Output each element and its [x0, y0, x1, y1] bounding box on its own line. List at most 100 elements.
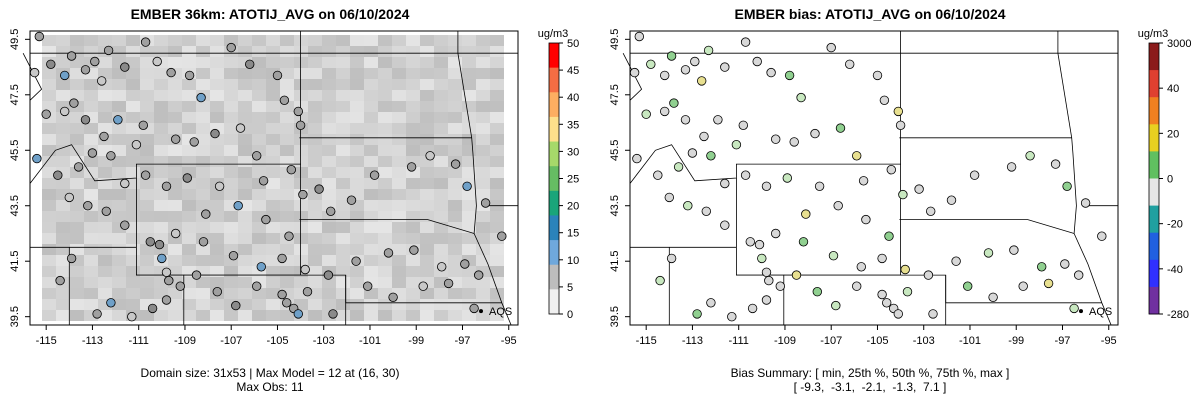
station-point: [406, 162, 417, 172]
colorbar-tick-label: 3000: [1167, 38, 1191, 50]
x-tick-label: -113: [682, 335, 703, 347]
colorbar-tick-label: 0: [567, 309, 573, 321]
station-point: [198, 237, 209, 247]
station-point: [814, 181, 825, 192]
colorbar-tick-label: 20: [1167, 128, 1179, 140]
station-point: [884, 231, 894, 241]
plot-frame: [629, 30, 1119, 326]
station-point: [131, 139, 142, 150]
station-point: [664, 192, 675, 203]
colorbar-swatch: [549, 264, 559, 290]
station-point: [641, 109, 651, 119]
station-point: [175, 281, 186, 291]
x-tick-label: -97: [455, 335, 471, 347]
station-point: [388, 292, 398, 303]
colorbar-tick-label: 15: [567, 228, 579, 240]
station-point: [184, 70, 195, 81]
station-point: [828, 250, 839, 261]
station-point: [766, 67, 776, 78]
station-point: [140, 170, 151, 180]
station-point: [1060, 259, 1070, 269]
station-point: [226, 42, 236, 53]
colorbar-tick-label: 30: [567, 146, 579, 158]
y-tick-label: 49.5: [9, 29, 21, 50]
station-point: [898, 189, 908, 200]
station-point: [425, 151, 435, 161]
station-point: [277, 289, 287, 300]
plot-area: [630, 31, 1118, 325]
colorbar-swatch: [1149, 178, 1159, 207]
station-point: [812, 287, 823, 297]
station-point: [351, 256, 361, 266]
station-point: [801, 209, 811, 219]
x-tick-label: -109: [174, 335, 196, 347]
station-point: [900, 264, 910, 275]
station-point: [256, 262, 267, 272]
colorbar-swatch: [1149, 286, 1159, 315]
station-point: [1050, 159, 1061, 169]
station-point: [201, 209, 211, 219]
y-tick-label: 41.5: [9, 250, 21, 271]
station-point: [1018, 281, 1028, 291]
station-point: [1074, 270, 1084, 280]
station-point: [196, 92, 206, 103]
x-tick-label: -99: [408, 335, 424, 347]
y-tick-label: 43.5: [609, 195, 621, 216]
station-point: [59, 70, 70, 81]
station-point: [810, 128, 820, 139]
station-point: [480, 198, 491, 208]
station-point: [282, 298, 292, 308]
station-point: [295, 120, 306, 131]
station-point: [73, 162, 84, 172]
station-point: [64, 192, 75, 203]
station-point: [703, 45, 714, 56]
y-tick-label: 43.5: [9, 195, 21, 216]
station-point: [443, 278, 454, 289]
station-point: [895, 120, 906, 131]
aqs-marker: [1078, 309, 1083, 314]
station-point: [437, 262, 447, 272]
station-point: [106, 298, 116, 308]
station-point: [286, 164, 297, 175]
station-point: [279, 95, 290, 106]
station-point: [34, 31, 45, 42]
station-point: [258, 176, 269, 186]
x-tick-label: -95: [1101, 335, 1117, 347]
colorbar-swatch: [549, 215, 559, 241]
colorbar-tick-label: 45: [567, 65, 579, 77]
station-point: [120, 62, 130, 72]
station-point: [66, 253, 77, 264]
station-point: [983, 248, 994, 258]
aqs-marker: [478, 309, 483, 314]
station-point: [666, 253, 677, 264]
station-point: [706, 151, 716, 161]
station-point: [659, 70, 670, 81]
x-tick-label: -95: [501, 335, 517, 347]
station-point: [145, 237, 156, 247]
y-axis: 49.5 47.5 45.5 43.5 41.5 39.5: [609, 29, 630, 327]
x-tick-label: -107: [220, 335, 242, 347]
colorbar-tick-label: 40: [1167, 83, 1179, 95]
colorbar-swatch: [1149, 232, 1159, 261]
station-point: [212, 287, 223, 297]
station-point: [346, 195, 357, 205]
colorbar-swatch: [549, 116, 559, 143]
aqs-label: AQS: [489, 306, 512, 318]
station-point: [409, 245, 419, 255]
station-point: [1025, 151, 1035, 161]
plot-frame: [29, 30, 519, 326]
station-point: [926, 206, 936, 217]
station-point: [92, 309, 102, 319]
station-point: [231, 300, 241, 311]
station-point: [826, 42, 836, 53]
station-point: [770, 228, 781, 239]
station-point: [761, 295, 772, 305]
station-point: [233, 200, 243, 211]
y-tick-label: 47.5: [9, 84, 21, 105]
station-point: [462, 181, 472, 192]
station-point: [1043, 278, 1054, 289]
station-point: [701, 206, 712, 217]
station-point: [872, 70, 883, 81]
station-point: [326, 206, 336, 217]
station-point: [154, 239, 165, 250]
